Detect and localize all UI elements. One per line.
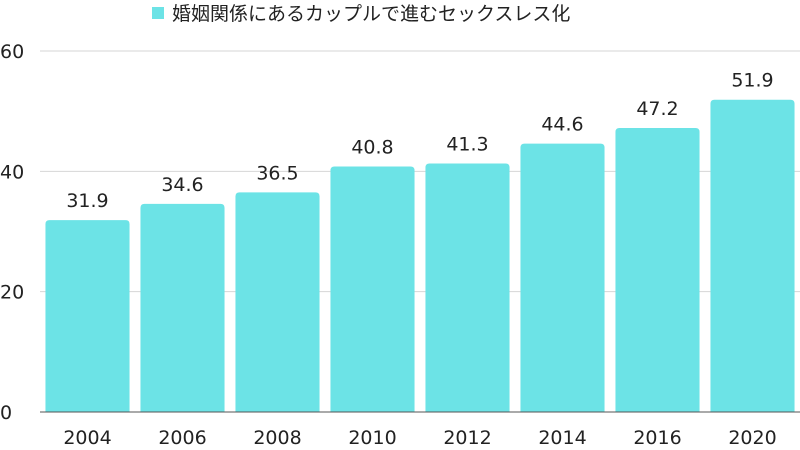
- bar: [235, 192, 320, 412]
- x-tick-label: 2016: [633, 427, 681, 449]
- x-tick-label: 2012: [443, 427, 491, 449]
- legend: 婚姻関係にあるカップルで進むセックスレス化: [152, 3, 570, 25]
- bar: [330, 166, 415, 412]
- axes: 0 20 40 60 2004 2006 2008 2010 2012 2014 2016 2020: [0, 41, 800, 449]
- bar: [710, 99, 795, 413]
- data-label: 40.8: [351, 137, 393, 159]
- x-tick-label: 2010: [348, 427, 396, 449]
- data-label: 44.6: [541, 114, 583, 136]
- bar: [45, 220, 130, 412]
- x-tick-label: 2006: [158, 427, 206, 449]
- x-tick-label: 2004: [63, 427, 111, 449]
- y-tick-label: 60: [0, 41, 24, 63]
- data-label: 31.9: [66, 190, 108, 212]
- x-tick-label: 2008: [253, 427, 301, 449]
- y-tick-label: 40: [0, 161, 24, 183]
- legend-label: 婚姻関係にあるカップルで進むセックスレス化: [172, 3, 570, 25]
- bar: [520, 143, 605, 412]
- bar: [140, 203, 225, 412]
- data-label: 36.5: [256, 162, 298, 184]
- bar: [615, 128, 700, 412]
- bars: [45, 99, 795, 413]
- legend-swatch: [152, 7, 164, 19]
- data-label: 34.6: [161, 174, 203, 196]
- y-tick-label: 0: [0, 402, 12, 424]
- x-tick-label: 2014: [538, 427, 586, 449]
- x-tick-label: 2020: [728, 427, 776, 449]
- data-label: 47.2: [636, 98, 678, 120]
- data-label: 41.3: [446, 134, 488, 156]
- y-tick-label: 20: [0, 282, 24, 304]
- bar: [425, 163, 510, 412]
- data-label: 51.9: [731, 70, 773, 92]
- data-labels: 31.9 34.6 36.5 40.8 41.3 44.6 47.2 51.9: [66, 70, 773, 212]
